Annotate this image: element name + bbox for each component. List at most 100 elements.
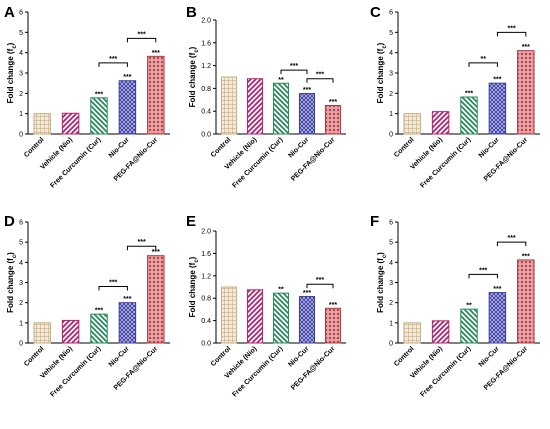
panel-b-x-tick-label: Control — [210, 136, 233, 159]
panel-c-y-tick-label: 1 — [389, 111, 393, 118]
panel-b-bar-significance-2: ** — [278, 77, 284, 84]
panel-f-bar-significance-4: *** — [522, 253, 530, 260]
panel-f-y-tick-label: 4 — [389, 260, 393, 267]
panel-a-bar-significance-4: *** — [152, 50, 160, 57]
panel-a-bracket-0 — [98, 62, 128, 67]
panel-f-bar-3 — [488, 292, 507, 344]
panel-e-bracket-0 — [306, 283, 334, 289]
panel-b-y-tick-label: 1.2 — [201, 63, 211, 70]
panel-b-y-tick-label: 2.0 — [201, 18, 211, 25]
panel-a-y-tick-label: 2 — [19, 91, 23, 98]
panel-f-y-axis-title: Fold change (fc) — [376, 252, 388, 313]
panel-d-y-tick-label: 0 — [19, 341, 23, 348]
panel-c-bar-4 — [517, 50, 535, 135]
panel-c-bar-1 — [431, 111, 450, 135]
panel-d-y-tick-label: 4 — [19, 260, 23, 267]
panel-f-bar-1 — [431, 320, 450, 344]
panel-d-x-tick-label: Control — [23, 345, 46, 368]
panel-d-x-tick-label: Nio-Cur — [108, 345, 131, 368]
panel-b-y-tick-label: 1.6 — [201, 40, 211, 47]
panel-a-y-tick-label: 6 — [19, 10, 23, 17]
panel-e-y-tick-label: 0.4 — [201, 318, 211, 325]
panel-e-bar-0 — [220, 286, 238, 344]
panel-e-y-tick-label: 1.2 — [201, 273, 211, 280]
panel-a-y-axis-title: Fold change (fc) — [6, 42, 18, 103]
panel-a-bar-significance-3: *** — [123, 74, 131, 81]
panel-f-bar-significance-3: *** — [493, 286, 501, 293]
panel-c-x-tick-label: Free Curcumin (Cur) — [419, 136, 472, 189]
panel-e-y-tick-label: 2.0 — [201, 229, 211, 236]
panel-d-y-tick-label: 5 — [19, 240, 23, 247]
panel-d-bar-3 — [118, 302, 137, 344]
panel-a-bar-0 — [33, 113, 51, 135]
panel-d-bracket-label-1: *** — [138, 239, 146, 246]
panel-b-bar-3 — [298, 93, 316, 135]
panel-c-y-tick-label: 6 — [389, 10, 393, 17]
panel-f-y-tick-label: 5 — [389, 240, 393, 247]
panel-b-y-axis-title: Fold change (fc) — [188, 46, 200, 107]
panel-c-x-tick-label: Nio-Cur — [478, 136, 501, 159]
panel-label-a: A — [4, 4, 15, 21]
panel-d-y-axis-title: Fold change (fc) — [6, 252, 18, 313]
panel-e-y-axis-title: Fold change (fc) — [188, 256, 200, 317]
panel-f-x-tick-label: Free Curcumin (Cur) — [419, 345, 472, 398]
panel-e-bar-3 — [298, 296, 316, 344]
panel-a-bracket-1 — [126, 37, 157, 43]
panel-b-x-tick-label: Nio-Cur — [287, 136, 310, 159]
panel-a-bar-2 — [90, 97, 108, 135]
panel-f-bar-2 — [460, 308, 478, 344]
panel-f-bracket-1 — [496, 241, 527, 247]
panel-a-y-tick-label: 4 — [19, 50, 23, 57]
panel-c-y-tick-label: 0 — [389, 132, 393, 139]
panel-e-bar-significance-2: ** — [278, 287, 284, 294]
panel-d-bar-significance-3: *** — [123, 296, 131, 303]
panel-d-bar-2 — [90, 313, 108, 344]
panel-f-y-tick-label: 1 — [389, 320, 393, 327]
panel-f-x-tick-label: Nio-Cur — [478, 345, 501, 368]
panel-label-f: F — [370, 213, 379, 230]
panel-d-x-tick-label: Free Curcumin (Cur) — [49, 345, 102, 398]
panel-f-bar-4 — [517, 259, 535, 344]
panel-a-bar-1 — [61, 112, 80, 135]
panel-c-bar-0 — [403, 113, 421, 135]
panel-c-y-tick-label: 2 — [389, 91, 393, 98]
panel-d-bar-significance-4: *** — [152, 249, 160, 256]
panel-b-bar-significance-4: *** — [329, 99, 337, 106]
panel-e-x-tick-label: PEG-FA@Nio-Cur — [290, 345, 337, 392]
panel-e-y-tick-label: 0.8 — [201, 296, 211, 303]
panel-d-y-tick-label: 2 — [19, 300, 23, 307]
panel-e-bar-significance-4: *** — [329, 302, 337, 309]
panel-d-bracket-1 — [126, 245, 157, 251]
panel-a-y-tick-label: 0 — [19, 132, 23, 139]
panel-c-bracket-0 — [468, 62, 498, 67]
panel-f-x-tick-label: Control — [393, 345, 416, 368]
panel-c-bar-3 — [488, 82, 507, 135]
panel-a-y-tick-label: 5 — [19, 30, 23, 37]
panel-e-x-tick-label: Control — [210, 345, 233, 368]
panel-d-y-tick-label: 3 — [19, 280, 23, 287]
panel-c-bar-significance-2: *** — [465, 90, 473, 97]
panel-b-bar-4 — [324, 105, 342, 135]
panel-b-x-tick-label: PEG-FA@Nio-Cur — [290, 136, 337, 183]
panel-f-bar-0 — [403, 322, 421, 344]
panel-label-b: B — [186, 4, 197, 21]
panel-e-y-tick-label: 1.6 — [201, 251, 211, 258]
panel-f-y-tick-label: 0 — [389, 341, 393, 348]
panel-e-bar-significance-3: *** — [303, 290, 311, 297]
panel-b-y-tick-label: 0.4 — [201, 109, 211, 116]
panel-e-x-tick-label: Nio-Cur — [287, 345, 310, 368]
panel-a-bar-4 — [147, 55, 165, 135]
panel-c-bracket-label-1: *** — [508, 25, 516, 32]
panel-f-y-tick-label: 6 — [389, 220, 393, 227]
panel-a-x-tick-label: Free Curcumin (Cur) — [49, 136, 102, 189]
panel-e-x-tick-label: Free Curcumin (Cur) — [231, 345, 284, 398]
panel-a-bar-3 — [118, 80, 137, 135]
panel-b-y-tick-label: 0.0 — [201, 132, 211, 139]
panel-b-bar-1 — [246, 78, 264, 135]
panel-e-bracket-label-0: *** — [316, 277, 324, 284]
panel-f-y-tick-label: 3 — [389, 280, 393, 287]
panel-e-bar-2 — [272, 292, 290, 344]
panel-d-y-tick-label: 1 — [19, 320, 23, 327]
panel-b-bar-0 — [220, 76, 238, 135]
